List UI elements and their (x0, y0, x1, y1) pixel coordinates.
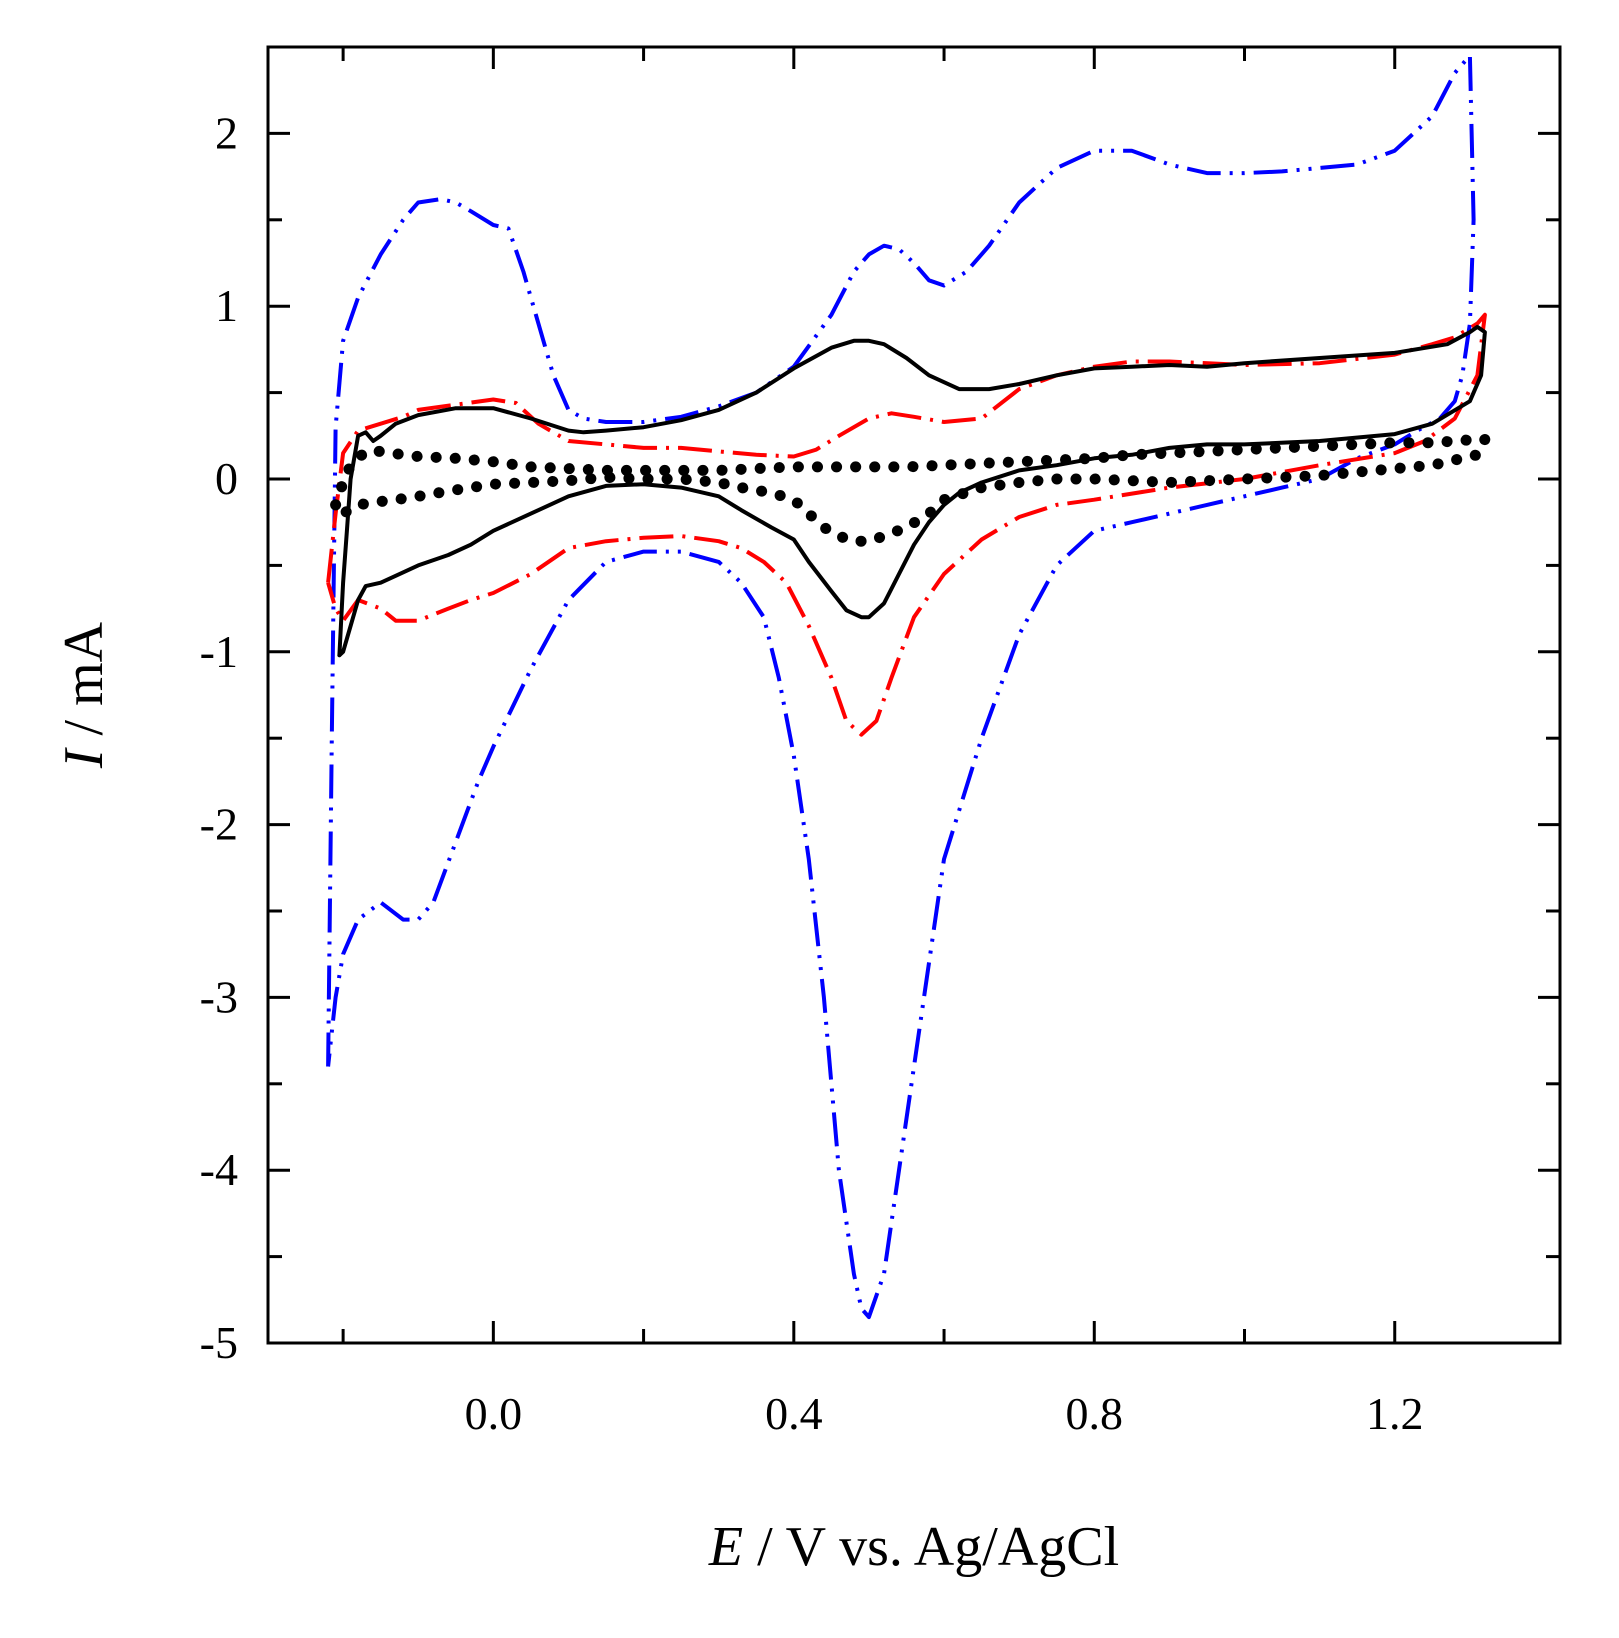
y-tick-label: -1 (200, 626, 238, 677)
plot-frame (266, 45, 1562, 1345)
x-axis-label-symbol: E (708, 1516, 743, 1578)
y-axis-label: I / mA (53, 621, 115, 769)
y-axis-label-symbol: I (53, 747, 115, 769)
x-tick-label: 0.4 (765, 1388, 823, 1439)
x-tick-label: 1.2 (1366, 1388, 1424, 1439)
x-tick-label: 0.8 (1066, 1388, 1124, 1439)
y-tick-label: -5 (200, 1317, 238, 1368)
y-tick-label: 0 (215, 453, 238, 504)
series-line-dotted (330, 433, 1491, 547)
y-tick-label: -2 (200, 799, 238, 850)
series-layer (326, 53, 1491, 1320)
y-axis-label-text: / mA (53, 621, 115, 749)
y-tick-label: -4 (200, 1144, 238, 1195)
y-tick-label: 1 (215, 280, 238, 331)
series-line-dash-dot-dot (326, 53, 1476, 1320)
x-tick-label: 0.0 (465, 1388, 523, 1439)
series-line-solid (337, 324, 1487, 658)
series-line-dash-dot (326, 312, 1487, 737)
x-axis-label: E / V vs. Ag/AgCl (708, 1516, 1119, 1578)
y-tick-label: 2 (215, 107, 238, 158)
x-axis-label-text: / V vs. Ag/AgCl (743, 1516, 1119, 1578)
y-tick-label: -3 (200, 971, 238, 1022)
tick-layer: 0.0 0.4 0.8 1.2 2 1 0 -1 -2 -3 -4 -5 (200, 47, 1560, 1439)
